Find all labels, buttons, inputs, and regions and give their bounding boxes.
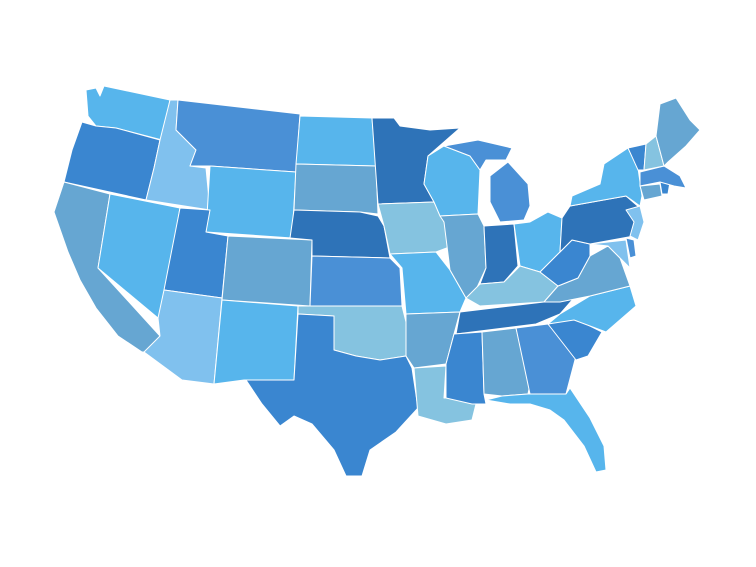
state-michigan[interactable] — [443, 139, 531, 223]
state-north-dakota[interactable] — [295, 115, 377, 167]
state-south-dakota[interactable] — [293, 163, 379, 215]
state-delaware[interactable] — [625, 237, 637, 259]
state-kansas[interactable] — [309, 255, 403, 307]
state-texas[interactable] — [245, 313, 419, 477]
state-wyoming[interactable] — [205, 165, 297, 239]
state-colorado[interactable] — [221, 235, 313, 307]
state-mississippi[interactable] — [445, 331, 487, 405]
state-maine[interactable] — [655, 97, 701, 167]
state-connecticut[interactable] — [639, 183, 663, 201]
state-new-mexico[interactable] — [213, 299, 299, 385]
state-massachusetts[interactable] — [639, 165, 687, 189]
state-florida[interactable] — [485, 387, 607, 473]
state-maryland[interactable] — [589, 239, 631, 269]
state-missouri[interactable] — [389, 251, 467, 315]
state-montana[interactable] — [175, 99, 301, 173]
state-new-york[interactable] — [569, 147, 643, 207]
